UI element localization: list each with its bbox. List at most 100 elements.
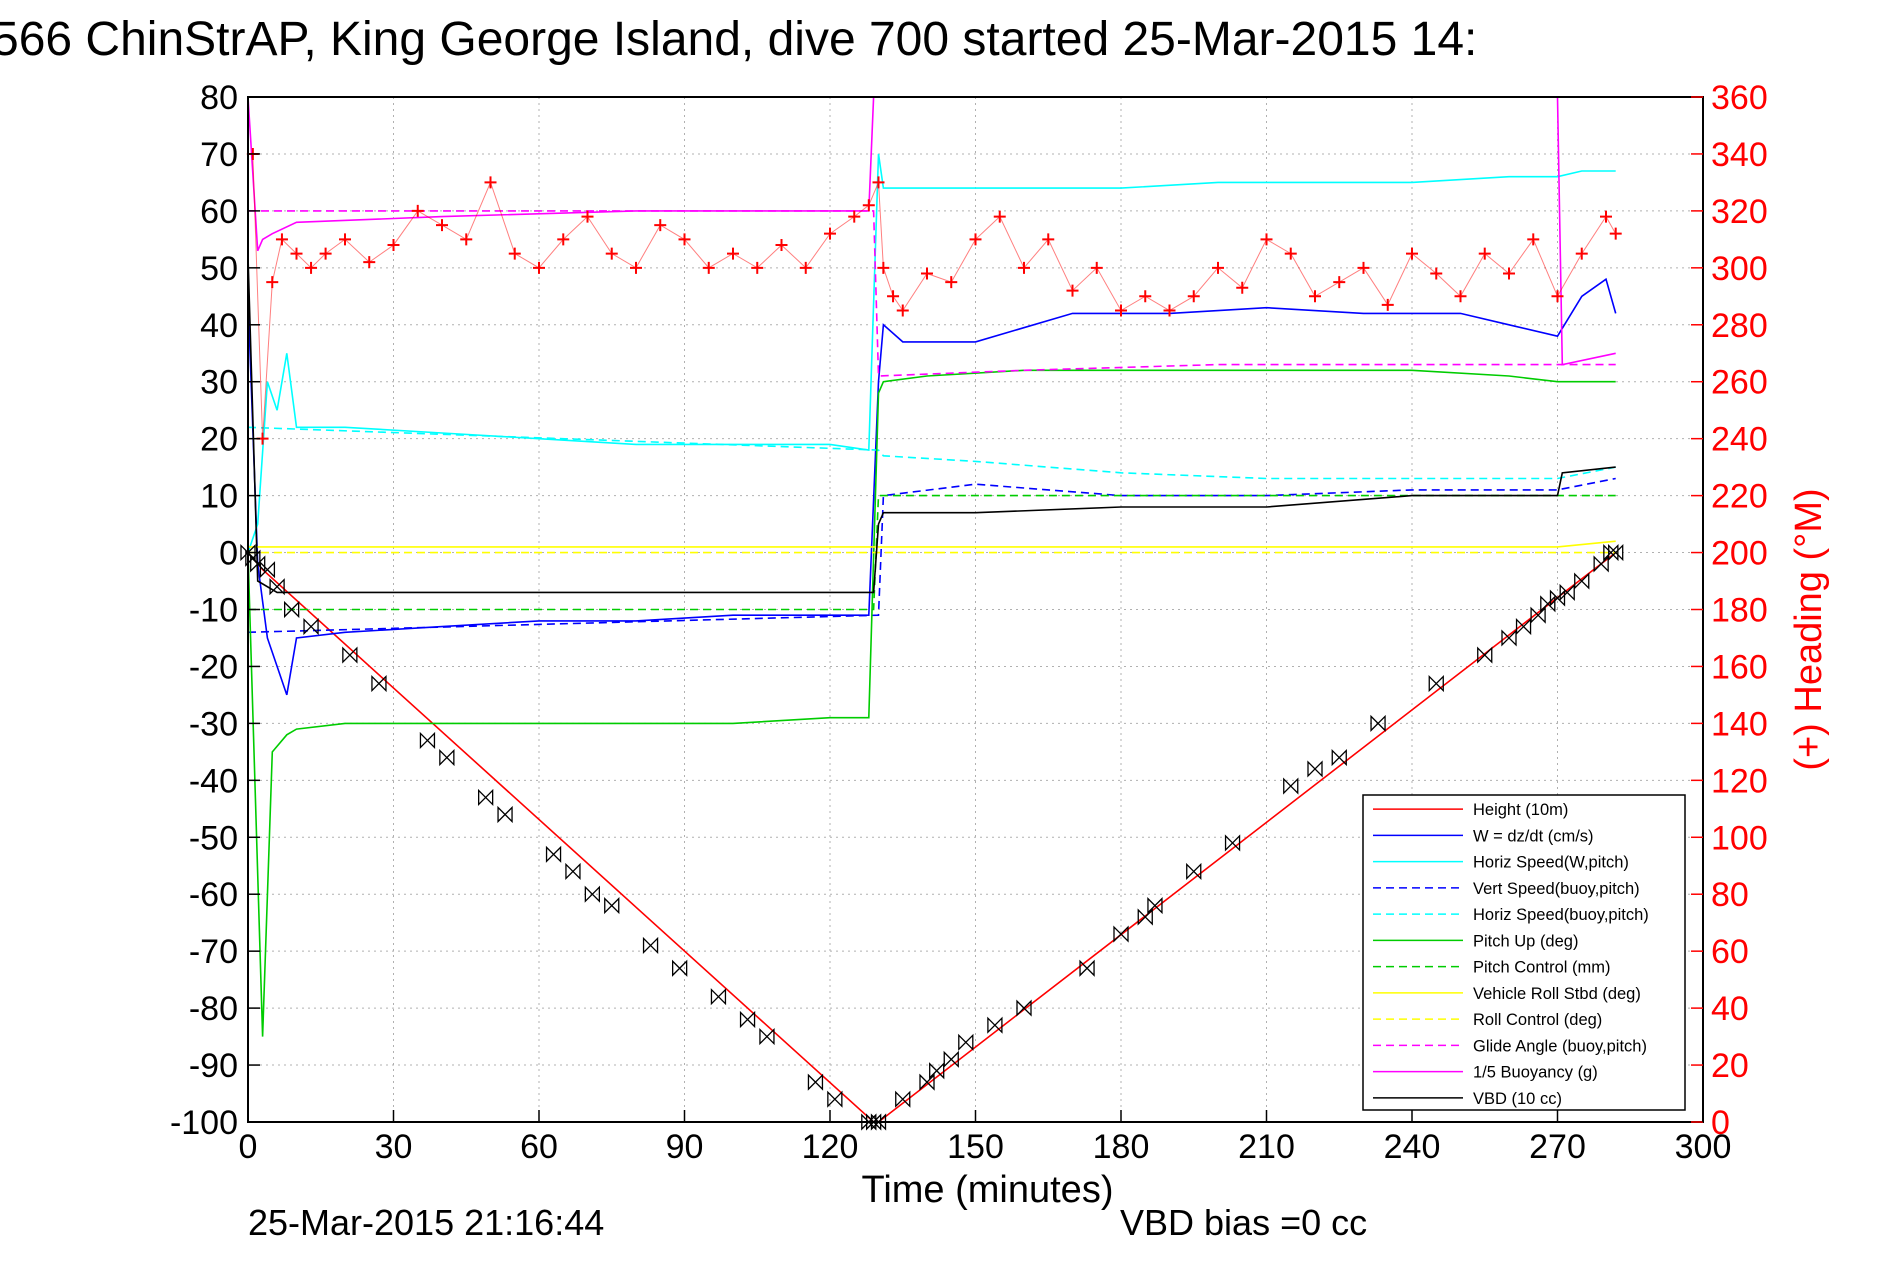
depth-marker [807,1073,824,1091]
x-tick-label: 240 [1384,1128,1441,1166]
series-line-7 [248,540,1616,548]
x-tick-label: 210 [1238,1128,1295,1166]
depth-marker [1574,572,1590,590]
depth-marker [958,1033,974,1051]
depth-marker [1186,862,1202,881]
depth-marker [642,936,659,955]
depth-marker [1370,714,1386,732]
depth-marker [987,1016,1003,1034]
footer-date: 25-Mar-2015 21:16:44 [248,1202,604,1243]
y-tick-label: 80 [200,79,238,117]
depth-marker [870,1113,887,1131]
y-tick-label: 40 [200,307,238,345]
heading-trace [252,153,1617,439]
right-tick-label: 180 [1711,592,1768,630]
right-tick-label: 20 [1711,1047,1749,1085]
y-tick-label: 20 [200,421,238,459]
right-tick-label: 260 [1711,364,1768,402]
x-tick-label: 120 [802,1128,859,1166]
legend-label: Height (10m) [1473,801,1568,819]
right-tick-label: 60 [1711,933,1749,971]
right-tick-label: 0 [1711,1104,1730,1142]
depth-marker [1147,897,1163,915]
legend-label: Pitch Up (deg) [1473,932,1578,950]
chart-title: 566 ChinStrAP, King George Island, dive … [0,13,1477,66]
depth-marker [710,988,727,1006]
x-axis-label: Time (minutes) [862,1169,1114,1211]
depth-marker [1608,543,1624,562]
depth-marker [1530,606,1546,624]
right-axis-ticks: 3603403203002802602402202001801601401201… [1691,79,1768,1142]
y-tick-label: 50 [200,250,238,288]
legend-label: Roll Control (deg) [1473,1011,1602,1029]
depth-marker [303,618,319,636]
right-tick-label: 100 [1711,819,1768,857]
series-line-1 [247,277,1617,696]
y-tick-label: 60 [200,193,238,231]
right-tick-label: 80 [1711,876,1749,914]
depth-marker [565,862,581,881]
depth-marker [284,600,300,619]
depth-marker [1283,777,1299,795]
depth-marker [672,959,688,977]
series-line-9 [248,210,1616,377]
depth-marker [545,845,562,863]
legend-label: Horiz Speed(buoy,pitch) [1473,906,1649,924]
right-tick-label: 320 [1711,193,1768,231]
x-tick-label: 60 [520,1128,558,1166]
right-tick-label: 120 [1711,762,1768,800]
y-tick-label: -10 [189,592,238,630]
depth-marker [439,748,455,767]
x-tick-label: 150 [947,1128,1004,1166]
legend-box [1362,794,1686,1111]
depth-marker [827,1090,843,1108]
x-tick-label: 180 [1093,1128,1150,1166]
y-tick-label: -20 [189,648,238,686]
x-axis-ticks: 0 30 60 90 120 150 180 210 240 270 300 [239,1110,1731,1166]
depth-marker [259,561,276,579]
y-tick-label: -70 [189,933,238,971]
series-line-5 [247,369,1616,1037]
depth-marker [584,885,600,903]
depth-marker [342,646,358,664]
legend-label: Glide Angle (buoy,pitch) [1473,1037,1647,1055]
depth-marker [604,897,620,915]
legend-label: 1/5 Buoyancy (g) [1473,1064,1598,1082]
y-tick-label: -60 [189,876,238,914]
depth-marker [1016,999,1032,1017]
depth-marker [919,1073,935,1091]
y-tick-label: 0 [219,535,238,573]
legend-label: VBD (10 cc) [1473,1090,1562,1108]
right-tick-label: 40 [1711,990,1749,1028]
heading-markers [246,147,1622,445]
depth-markers [240,543,1624,1131]
x-tick-label: 270 [1529,1128,1586,1166]
x-tick-label: 0 [239,1128,258,1166]
legend-label: Vert Speed(buoy,pitch) [1473,880,1640,898]
depth-marker [1079,959,1095,977]
depth-marker [929,1062,945,1080]
depth-marker [1331,748,1347,767]
right-tick-label: 340 [1711,136,1768,174]
depth-marker [1113,925,1129,943]
depth-marker [497,805,513,824]
y-tick-label: -80 [189,990,238,1028]
depth-marker [1224,834,1241,852]
legend: Height (10m) W = dz/dt (cm/s) Horiz Speed(… [1362,794,1686,1111]
depth-marker [1593,555,1609,573]
right-tick-label: 280 [1711,307,1768,345]
depth-marker [1137,908,1153,926]
right-tick-label: 360 [1711,79,1768,117]
right-tick-label: 160 [1711,648,1768,686]
series-line-2 [247,153,1616,553]
depth-marker [371,674,387,693]
footer-vbd-bias: VBD bias =0 cc [1120,1202,1367,1243]
right-tick-label: 300 [1711,250,1768,288]
depth-marker [895,1090,911,1108]
depth-marker [419,731,436,750]
y-tick-label: 10 [200,478,238,516]
legend-label: Horiz Speed(W,pitch) [1473,854,1629,872]
legend-label: Pitch Control (mm) [1473,959,1611,977]
right-tick-label: 200 [1711,535,1768,573]
